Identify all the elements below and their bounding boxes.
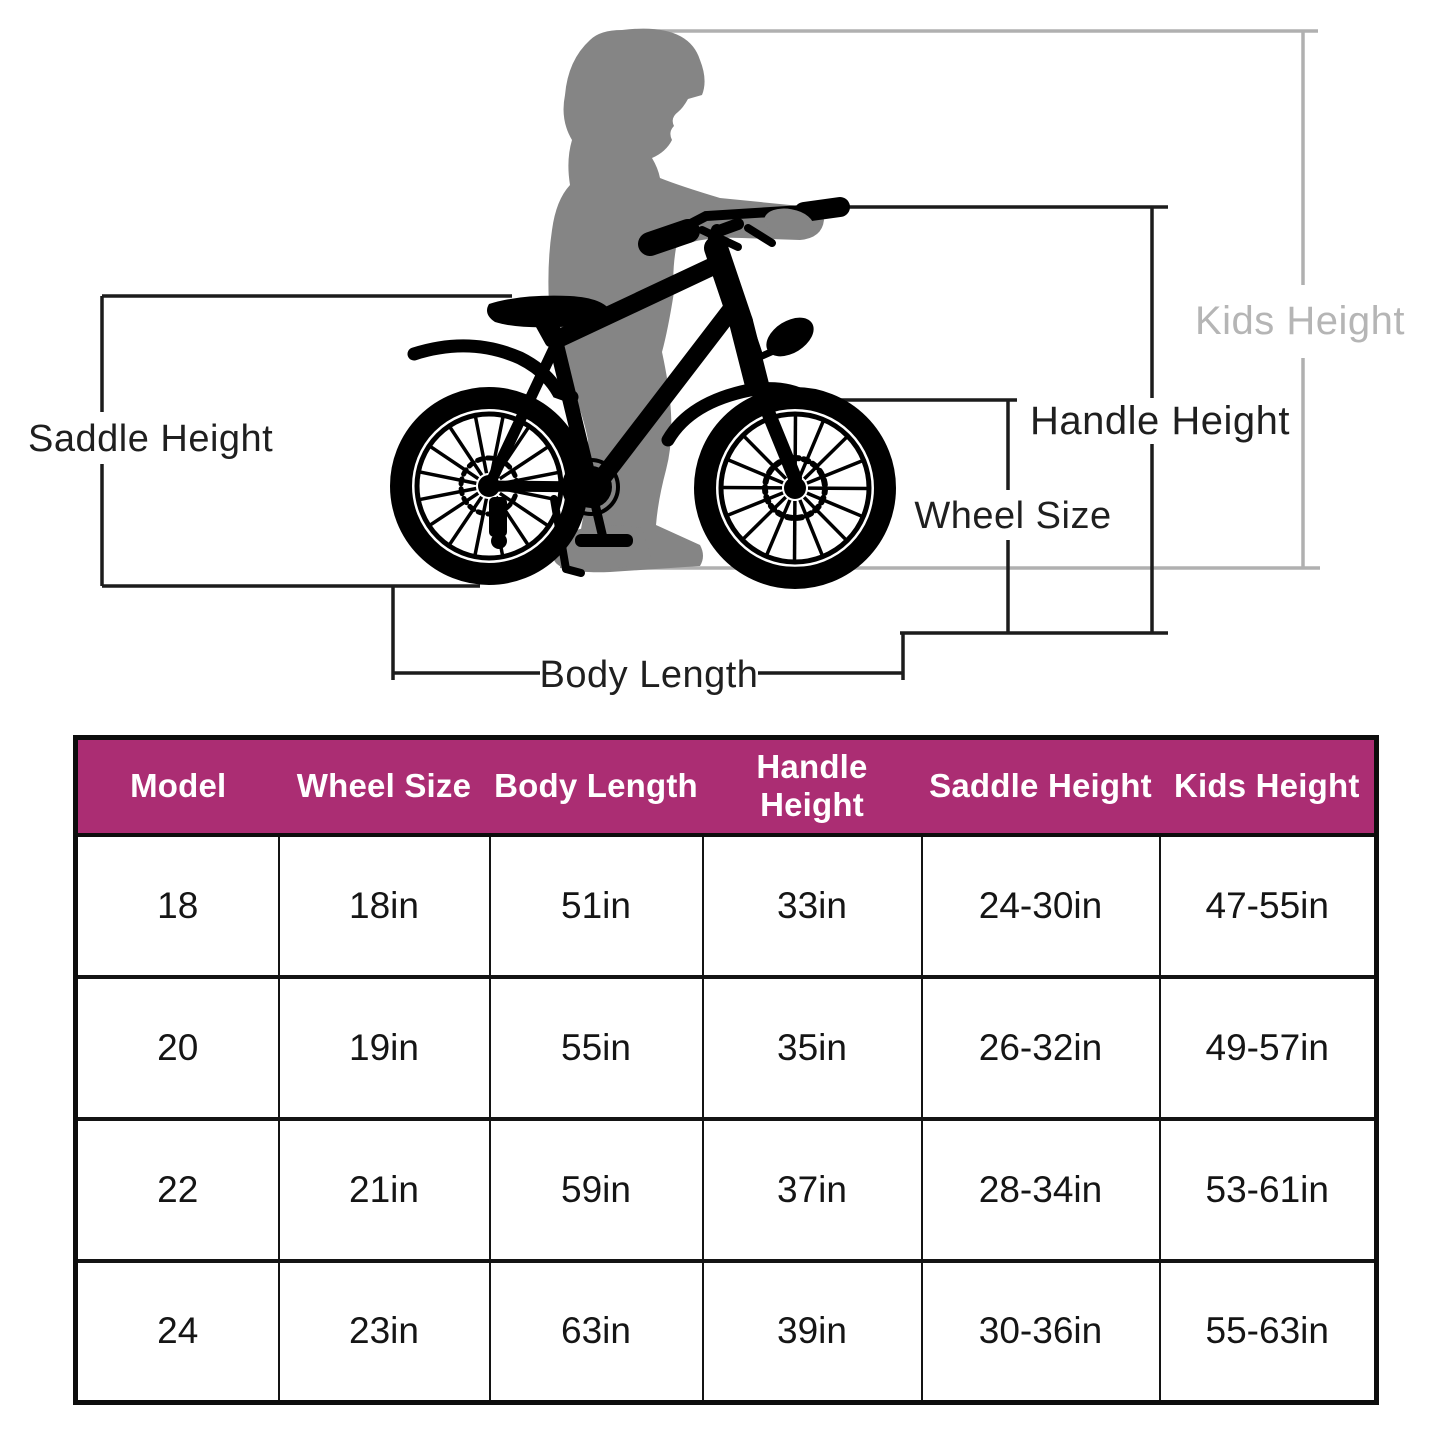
front-wheel — [694, 387, 896, 589]
table-cell: 49-57in — [1158, 974, 1378, 1121]
table-row: 18 18in 51in 33in 24-30in 47-55in — [74, 832, 1378, 979]
body-length-bracket — [391, 586, 905, 680]
table-cell: 55in — [488, 974, 704, 1121]
bike-size-diagram: Saddle Height Kids Height Handle Height … — [28, 28, 1405, 696]
kid-hand — [764, 208, 814, 238]
table-cell: 20 — [74, 974, 280, 1121]
table-cell: 24-30in — [920, 832, 1161, 979]
table-cell: 30-36in — [920, 1258, 1161, 1405]
table-cell: 51in — [488, 832, 704, 979]
table-cell: 28-34in — [920, 1116, 1161, 1263]
table-cell: 39in — [701, 1258, 923, 1405]
table-cell: 26-32in — [920, 974, 1161, 1121]
table-row: 24 23in 63in 39in 30-36in 55-63in — [74, 1258, 1378, 1405]
col-header-body-length: Body Length — [489, 737, 703, 837]
table-cell: 55-63in — [1158, 1258, 1378, 1405]
table-row: 22 21in 59in 37in 28-34in 53-61in — [74, 1116, 1378, 1263]
table-cell: 53-61in — [1158, 1116, 1378, 1263]
table-cell: 35in — [701, 974, 923, 1121]
col-header-kids-height: Kids Height — [1159, 737, 1377, 837]
header-row: Model Wheel Size Body Length Handle Heig… — [75, 737, 1377, 837]
kids-height-bracket — [578, 29, 1320, 570]
handle-height-bracket — [828, 205, 1168, 635]
saddle-height-bracket — [100, 294, 512, 588]
col-header-handle-height: Handle Height — [702, 737, 922, 837]
col-header-saddle-height: Saddle Height — [921, 737, 1160, 837]
table-cell: 63in — [488, 1258, 704, 1405]
body-length-label: Body Length — [540, 654, 759, 696]
table-cell: 59in — [488, 1116, 704, 1263]
handle-height-label: Handle Height — [1030, 399, 1290, 443]
table-cell: 47-55in — [1158, 832, 1378, 979]
table-cell: 22 — [74, 1116, 280, 1263]
table-row: 20 19in 55in 35in 26-32in 49-57in — [74, 974, 1378, 1121]
kids-height-label: Kids Height — [1195, 299, 1405, 343]
size-chart-table: Model Wheel Size Body Length Handle Heig… — [73, 735, 1379, 1405]
col-header-wheel-size: Wheel Size — [278, 737, 490, 837]
table-cell: 18in — [277, 832, 491, 979]
table-cell: 21in — [277, 1116, 491, 1263]
table-cell: 18 — [74, 832, 280, 979]
table-cell: 23in — [277, 1258, 491, 1405]
saddle-height-label: Saddle Height — [28, 418, 273, 460]
col-header-model: Model — [75, 737, 279, 837]
table-cell: 37in — [701, 1116, 923, 1263]
wheel-size-label: Wheel Size — [914, 495, 1111, 537]
table-cell: 19in — [277, 974, 491, 1121]
bike-silhouette — [390, 197, 896, 589]
table-cell: 24 — [74, 1258, 280, 1405]
table-cell: 33in — [701, 832, 923, 979]
